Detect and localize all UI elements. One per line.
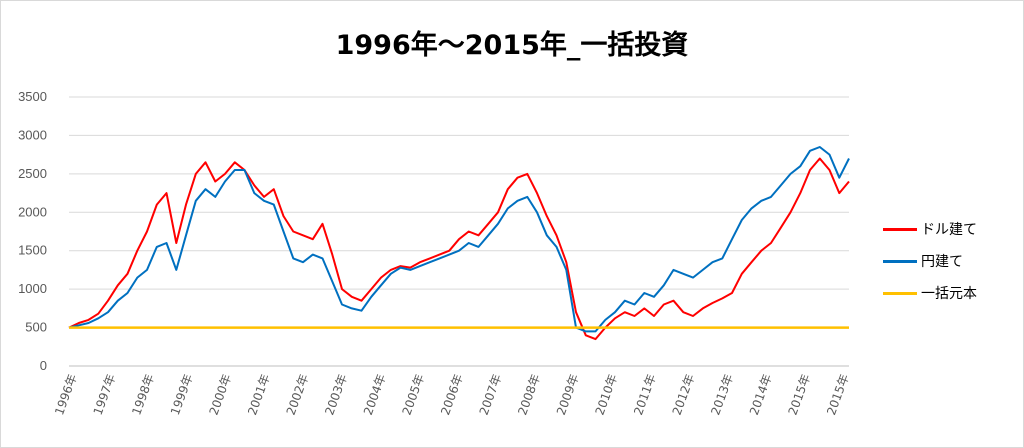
- legend-label-usd: ドル建て: [921, 222, 977, 238]
- x-tick-label: 2008年: [515, 372, 543, 417]
- legend-swatch-principal: [883, 291, 917, 295]
- legend-item-jpy: 円建て: [883, 245, 977, 277]
- x-tick-label: 2014年: [747, 372, 775, 417]
- x-tick-label: 1996年: [52, 372, 80, 417]
- y-tick-label: 2000: [18, 204, 47, 219]
- x-tick-label: 2003年: [322, 372, 350, 417]
- x-tick-label: 2009年: [554, 372, 582, 417]
- legend: ドル建て 円建て 一括元本: [883, 213, 977, 309]
- x-tick-label: 2006年: [438, 372, 466, 417]
- x-tick-label: 2007年: [477, 372, 505, 417]
- x-tick-label: 2001年: [245, 372, 273, 417]
- x-tick-label: 1999年: [168, 372, 196, 417]
- x-tick-label: 2000年: [207, 372, 235, 417]
- x-tick-label: 2015年: [786, 372, 814, 417]
- y-tick-label: 3000: [18, 127, 47, 142]
- legend-swatch-usd: [883, 227, 917, 231]
- x-tick-label: 1998年: [129, 372, 157, 417]
- series-line-usd: [68, 157, 850, 341]
- y-tick-label: 3500: [18, 89, 47, 104]
- x-tick-label: 2005年: [400, 372, 428, 417]
- series-line-jpy: [68, 146, 850, 333]
- x-tick-label: 2002年: [284, 372, 312, 417]
- y-tick-label: 500: [25, 320, 47, 335]
- legend-item-usd: ドル建て: [883, 213, 977, 245]
- y-tick-label: 2500: [18, 166, 47, 181]
- y-tick-label: 1000: [18, 281, 47, 296]
- x-tick-label: 2012年: [670, 372, 698, 417]
- y-tick-label: 0: [40, 358, 47, 373]
- x-tick-label: 2013年: [708, 372, 736, 417]
- x-tick-label: 2004年: [361, 372, 389, 417]
- x-tick-label: 2011年: [631, 372, 659, 417]
- y-tick-label: 1500: [18, 243, 47, 258]
- legend-label-jpy: 円建て: [921, 254, 963, 270]
- x-tick-label: 2015年: [824, 372, 852, 417]
- legend-swatch-jpy: [883, 259, 917, 263]
- x-tick-label: 2010年: [593, 372, 621, 417]
- x-tick-label: 1997年: [91, 372, 119, 417]
- legend-label-principal: 一括元本: [921, 286, 977, 302]
- chart-title: 1996年～2015年_一括投資: [335, 30, 689, 61]
- legend-item-principal: 一括元本: [883, 277, 977, 309]
